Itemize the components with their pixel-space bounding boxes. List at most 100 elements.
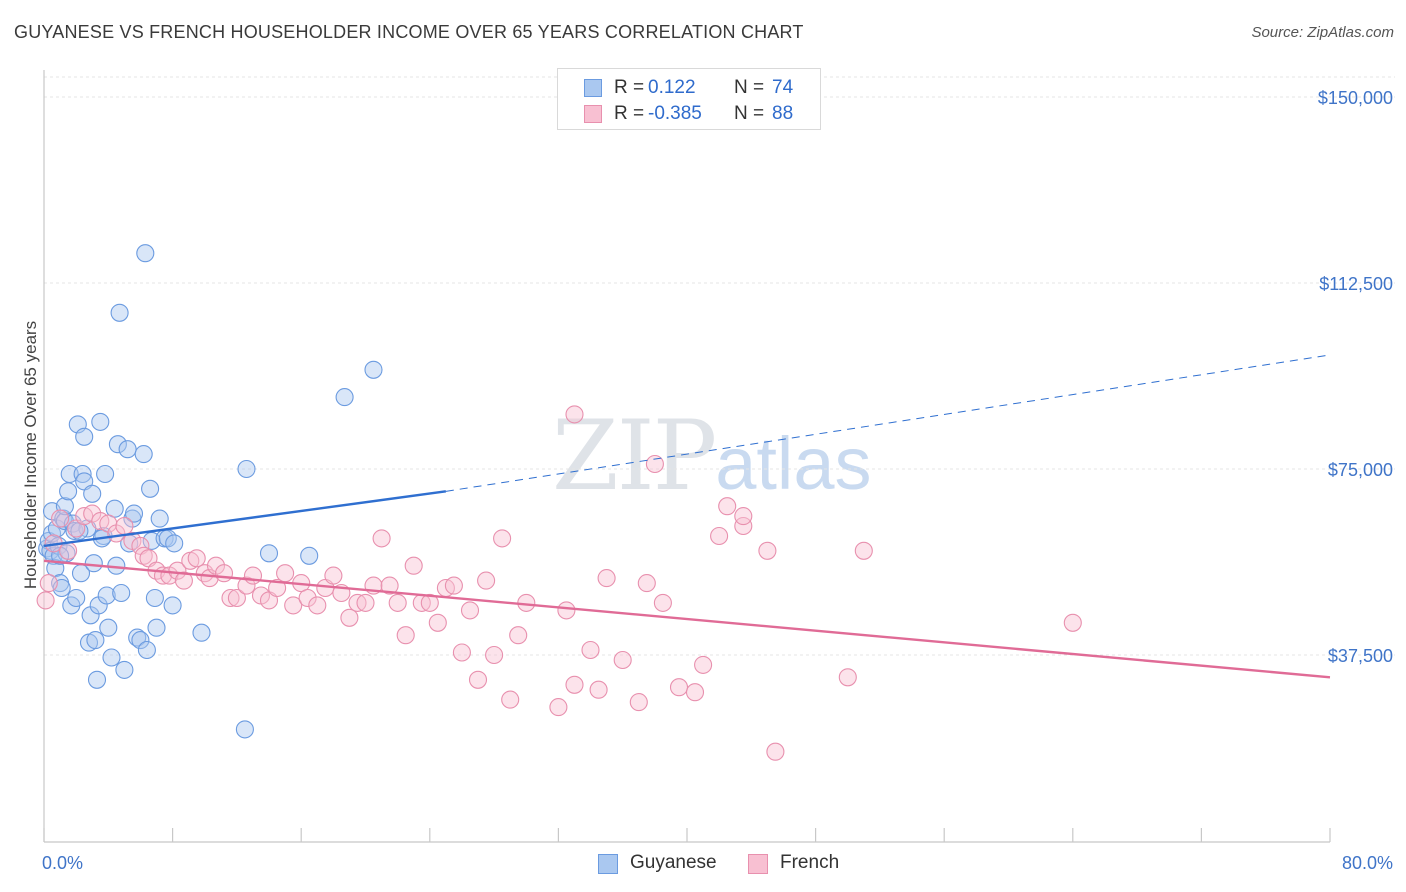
data-point-guyanese: [83, 484, 102, 503]
data-point-guyanese: [145, 588, 164, 608]
data-point-french: [356, 593, 375, 612]
data-point-guyanese: [134, 445, 153, 464]
data-point-french: [115, 516, 134, 536]
trend-line-extension-guyanese: [445, 354, 1331, 492]
data-point-guyanese: [105, 499, 124, 518]
data-points: [36, 244, 1082, 761]
data-point-french: [766, 742, 785, 761]
legend-r-label: R =: [614, 77, 645, 98]
watermark: ZIPatlas: [552, 400, 872, 512]
data-point-french: [237, 576, 256, 595]
trend-line-french: [43, 559, 1331, 679]
data-point-guyanese: [163, 596, 182, 615]
data-point-guyanese: [128, 628, 147, 647]
data-point-french: [221, 588, 240, 608]
data-point-french: [597, 569, 616, 588]
data-point-french: [268, 578, 287, 598]
tick-labels: $37,500 $75,000 $112,500 $150,000 0.0% 80.0%: [42, 88, 1393, 873]
series-guyanese-points: [38, 244, 383, 739]
data-point-french: [168, 561, 187, 580]
data-point-french: [380, 576, 399, 595]
data-point-french: [734, 516, 753, 536]
y-tick-label: $150,000: [1318, 88, 1393, 108]
data-point-french: [838, 668, 857, 687]
x-tick-label-end: 80.0%: [1342, 853, 1393, 873]
data-point-french: [854, 541, 873, 560]
data-point-guyanese: [112, 583, 131, 603]
data-point-french: [549, 698, 568, 717]
data-point-french: [388, 593, 407, 612]
data-point-guyanese: [59, 482, 78, 501]
data-point-french: [134, 546, 153, 565]
watermark-zip: ZIP: [552, 400, 717, 512]
y-tick-label: $75,000: [1328, 460, 1393, 480]
data-point-french: [195, 564, 214, 583]
data-point-french: [468, 670, 488, 689]
data-point-french: [404, 556, 423, 575]
data-point-guyanese: [300, 546, 319, 565]
legend-n-value: 74: [772, 77, 794, 98]
y-tick-label: $112,500: [1319, 274, 1393, 294]
data-point-french: [718, 497, 737, 516]
data-point-guyanese: [86, 631, 105, 650]
legend-r-label: R =: [614, 103, 645, 124]
data-point-french: [565, 405, 584, 424]
source-credit: Source: ZipAtlas.com: [1251, 24, 1394, 41]
legend-n-label: N =: [734, 77, 765, 98]
data-point-guyanese: [235, 720, 254, 739]
data-point-guyanese: [87, 670, 107, 689]
data-point-guyanese: [136, 244, 155, 263]
data-point-french: [485, 645, 504, 665]
data-point-french: [589, 680, 608, 699]
data-point-french: [396, 626, 415, 645]
data-point-french: [694, 655, 713, 674]
data-point-french: [613, 650, 632, 670]
trend-lines: [43, 354, 1331, 679]
data-point-guyanese: [124, 504, 144, 523]
data-point-guyanese: [97, 586, 116, 605]
data-point-french: [51, 509, 70, 528]
data-point-french: [284, 596, 303, 615]
data-point-french: [557, 601, 576, 620]
data-point-guyanese: [131, 631, 150, 650]
data-point-french: [477, 571, 496, 590]
data-point-french: [298, 588, 317, 608]
data-point-guyanese: [141, 479, 160, 498]
chart-title: GUYANESE VS FRENCH HOUSEHOLDER INCOME OV…: [14, 22, 804, 42]
bottom-legend-label-french: French: [780, 852, 840, 873]
data-point-guyanese: [115, 660, 134, 679]
data-point-french: [174, 571, 193, 590]
legend-swatch-french: [584, 105, 602, 123]
data-point-guyanese: [192, 623, 211, 642]
grid-lines: [44, 76, 1395, 656]
y-axis-label: Householder Income Over 65 years: [21, 321, 40, 589]
data-point-guyanese: [150, 509, 169, 528]
data-point-guyanese: [99, 618, 118, 637]
data-point-french: [1063, 613, 1082, 632]
axes: [43, 70, 1331, 843]
data-point-guyanese: [259, 544, 279, 563]
data-point-french: [308, 596, 327, 615]
data-point-french: [710, 526, 729, 546]
data-point-french: [227, 588, 246, 608]
data-point-guyanese: [237, 459, 256, 479]
data-point-french: [214, 564, 234, 583]
legend-r-value: -0.385: [648, 103, 702, 124]
data-point-french: [39, 574, 58, 593]
stats-legend: R = 0.122 N = 74 R = -0.385 N = 88: [557, 68, 821, 130]
data-point-guyanese: [147, 618, 166, 637]
data-point-guyanese: [110, 303, 129, 322]
x-tick-label-start: 0.0%: [42, 853, 83, 873]
data-point-guyanese: [84, 554, 103, 573]
data-point-french: [324, 566, 343, 585]
data-point-french: [340, 608, 359, 627]
data-point-guyanese: [165, 534, 184, 553]
data-point-guyanese: [118, 440, 137, 459]
data-point-french: [637, 574, 656, 593]
bottom-legend-swatch-guyanese: [598, 854, 618, 874]
data-point-guyanese: [60, 464, 79, 484]
data-point-guyanese: [137, 640, 156, 660]
legend-r-value: 0.122: [648, 77, 696, 98]
data-point-french: [276, 564, 295, 583]
data-point-guyanese: [67, 588, 86, 608]
